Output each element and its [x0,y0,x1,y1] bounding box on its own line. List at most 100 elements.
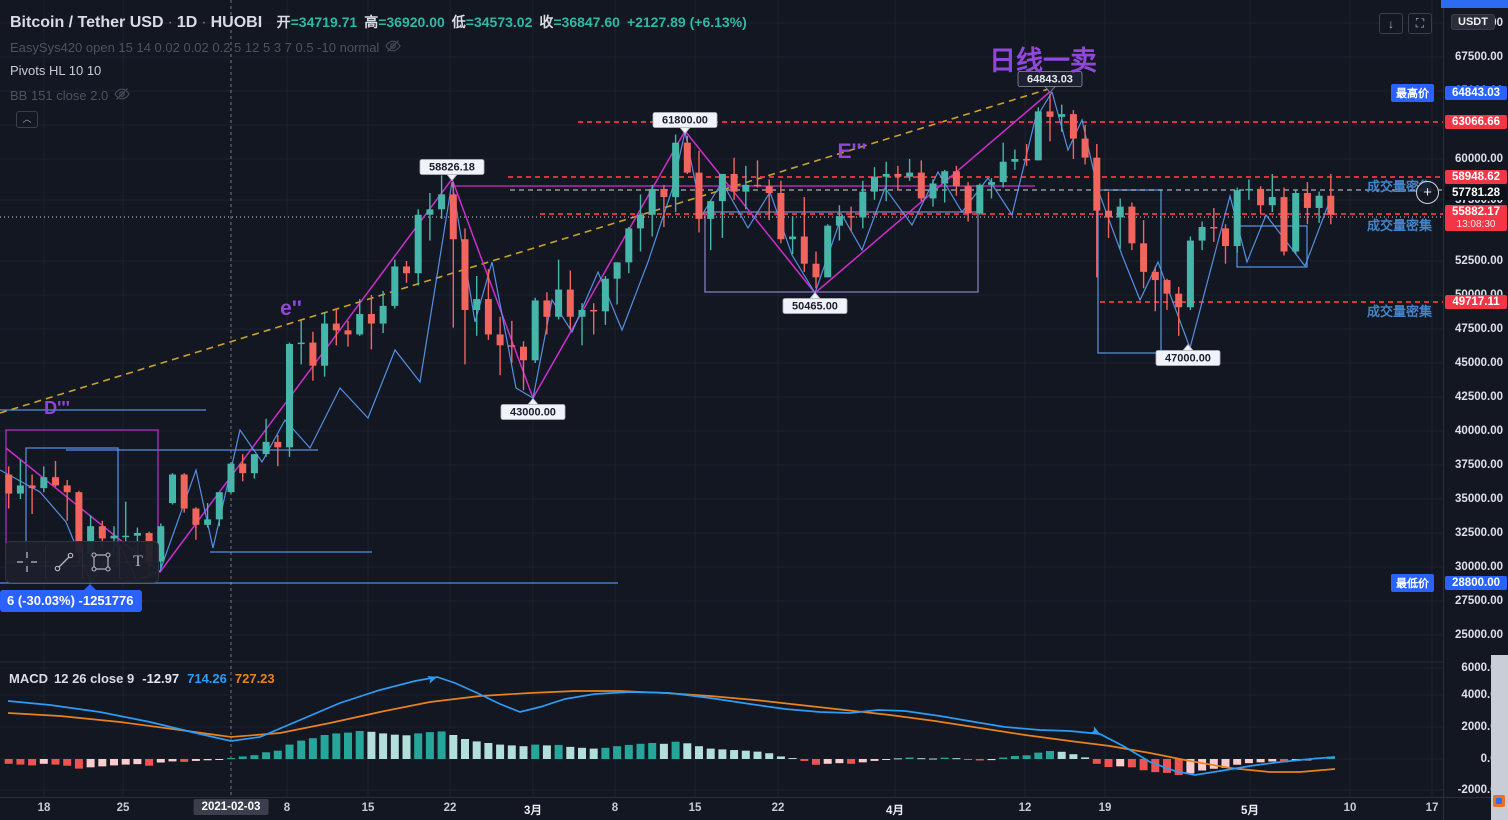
highest-price-chip: 最高价 [1391,84,1434,102]
ohlc-values: 开=34719.71 高=36920.00 低=34573.02 收=36847.60… [276,14,747,30]
price-tick: 35000.00 [1455,493,1503,505]
time-tick: 12 [1018,802,1032,814]
svg-text:50465.00: 50465.00 [792,301,838,313]
time-tick: 22 [443,802,457,814]
price-level-label[interactable]: 28800.00 [1445,576,1507,590]
drawing-toolbar: T [5,541,159,583]
time-tick: 8 [283,802,291,814]
price-tick: 37500.00 [1455,459,1503,471]
macd-arrow-marker [1090,726,1100,734]
change-value: +2127.89 (+6.13%) [626,14,747,30]
add-alert-plus-button[interactable]: + [1416,181,1439,204]
time-tick: 22 [771,802,785,814]
svg-text:64843.03: 64843.03 [1027,74,1073,86]
background-window-edge [1491,655,1508,820]
drawing-box [704,211,979,293]
currency-toggle-usdt[interactable]: USDT [1451,14,1495,30]
pivot-zigzags [0,89,1331,585]
macd-title: MACD [9,671,48,686]
annotation-text[interactable]: E''' [838,140,867,163]
time-tick: 3月 [524,805,542,817]
candlestick-series [5,93,1335,584]
chart-header: Bitcoin / Tether USD · 1D · HUOBI 开=34719.71… [10,14,747,31]
volume-cluster-label: 成交量密集 [1367,304,1433,319]
background-window-strip [1441,0,1508,8]
price-level-label[interactable]: 49717.11 [1445,295,1507,309]
price-tick: 67500.00 [1455,51,1503,63]
price-tick: 52500.00 [1455,255,1503,267]
price-tick: 42500.00 [1455,391,1503,403]
price-level-label[interactable]: 58948.62 [1445,170,1507,184]
time-tick: 4月 [886,805,904,817]
price-tick: 27500.00 [1455,595,1503,607]
price-tick: 40000.00 [1455,425,1503,437]
legend-collapse-button[interactable]: ︿ [16,111,38,128]
macd-legend[interactable]: MACD 12 26 close 9 -12.97 714.26 727.23 [9,671,275,686]
macd-line [7,676,1336,776]
time-tick: 15 [688,802,702,814]
measure-label[interactable]: 6 (-30.03%) -1251776 [0,584,143,612]
time-tick: 18 [37,802,51,814]
macd-histogram [4,731,1335,775]
price-level-label[interactable]: 55882.17 13:08:30 [1445,205,1507,231]
scroll-to-recent-button[interactable]: ↓ [1379,13,1403,34]
eye-off-icon[interactable] [385,39,402,56]
indicator-legend-pivots[interactable]: Pivots HL 10 10 [10,63,102,78]
time-tick: 17 [1425,802,1439,814]
time-tick: 19 [1098,802,1112,814]
symbol-name[interactable]: Bitcoin / Tether USD [10,14,164,31]
time-axis[interactable]: 18 25 8 15 22 3月 8 15 22 4月 12 19 5月 10 17 2021-02-03 [0,797,1443,820]
annotation-text[interactable]: 日线一卖 [989,46,1097,76]
time-tick: 8 [611,802,619,814]
macd-hist-value: -12.97 [142,671,180,686]
chart-area[interactable]: 58826.18 61800.00 64843.03 43000.00 50465.00… [0,0,1443,797]
price-tag[interactable]: 61800.00 [652,112,718,135]
countdown-timer: 13:08:30 [1456,219,1496,230]
crosshair-date-chip: 2021-02-03 [193,799,269,815]
macd-line-value: 714.26 [187,671,227,686]
interval-label[interactable]: 1D [176,14,198,31]
price-level-label[interactable]: 64843.03 [1445,86,1507,100]
rectangle-tool-button[interactable] [82,544,119,580]
price-tag[interactable]: 58826.18 [419,159,485,182]
macd-signal-value: 727.23 [234,671,275,686]
eye-off-icon[interactable] [114,87,130,104]
price-tick: 45000.00 [1455,357,1503,369]
svg-text:43000.00: 43000.00 [510,407,556,419]
exchange-label[interactable]: HUOBI [210,14,263,31]
drawing-overlays [0,189,1308,584]
trendline [0,86,1056,414]
price-level-label[interactable]: 57781.28 [1445,186,1507,200]
macd-arrow-marker [427,675,437,684]
time-tick: 5月 [1241,805,1259,817]
price-tag[interactable]: 50465.00 [782,291,848,314]
macd-signal-line [7,690,1336,773]
price-tag[interactable]: 43000.00 [500,397,566,420]
price-tag[interactable]: 47000.00 [1155,343,1221,366]
indicator-legend-easysys[interactable]: EasySys420 open 15 14 0.02 0.02 0.2 5 12… [10,39,402,56]
indicator-legend-bb[interactable]: BB 151 close 2.0 [10,87,130,104]
lowest-price-chip: 最低价 [1391,574,1434,592]
annotation-text[interactable]: e'' [280,297,302,320]
crosshair-tool-button[interactable] [8,544,45,580]
svg-text:47000.00: 47000.00 [1165,353,1211,365]
time-tick: 10 [1343,802,1357,814]
price-tick: 30000.00 [1455,561,1503,573]
svg-text:58826.18: 58826.18 [429,162,475,174]
chart-canvas[interactable]: 58826.18 61800.00 64843.03 43000.00 50465.00… [0,0,1443,797]
trendline-tool-button[interactable] [45,544,82,580]
price-tick: 25000.00 [1455,629,1503,641]
maximize-pane-button[interactable]: ⛶ [1408,13,1432,34]
svg-text:61800.00: 61800.00 [662,115,708,127]
price-tick: 60000.00 [1455,153,1503,165]
app-icon [1493,795,1505,807]
time-tick: 15 [361,802,375,814]
text-tool-button[interactable]: T [119,544,156,580]
time-tick: 25 [116,802,130,814]
price-tag[interactable]: 64843.03 [1017,71,1083,94]
price-tick: 47500.00 [1455,323,1503,335]
annotation-text[interactable]: D''' [44,398,70,418]
volume-cluster-label: 成交量密集 [1367,218,1433,233]
price-level-label[interactable]: 63066.66 [1445,115,1507,129]
